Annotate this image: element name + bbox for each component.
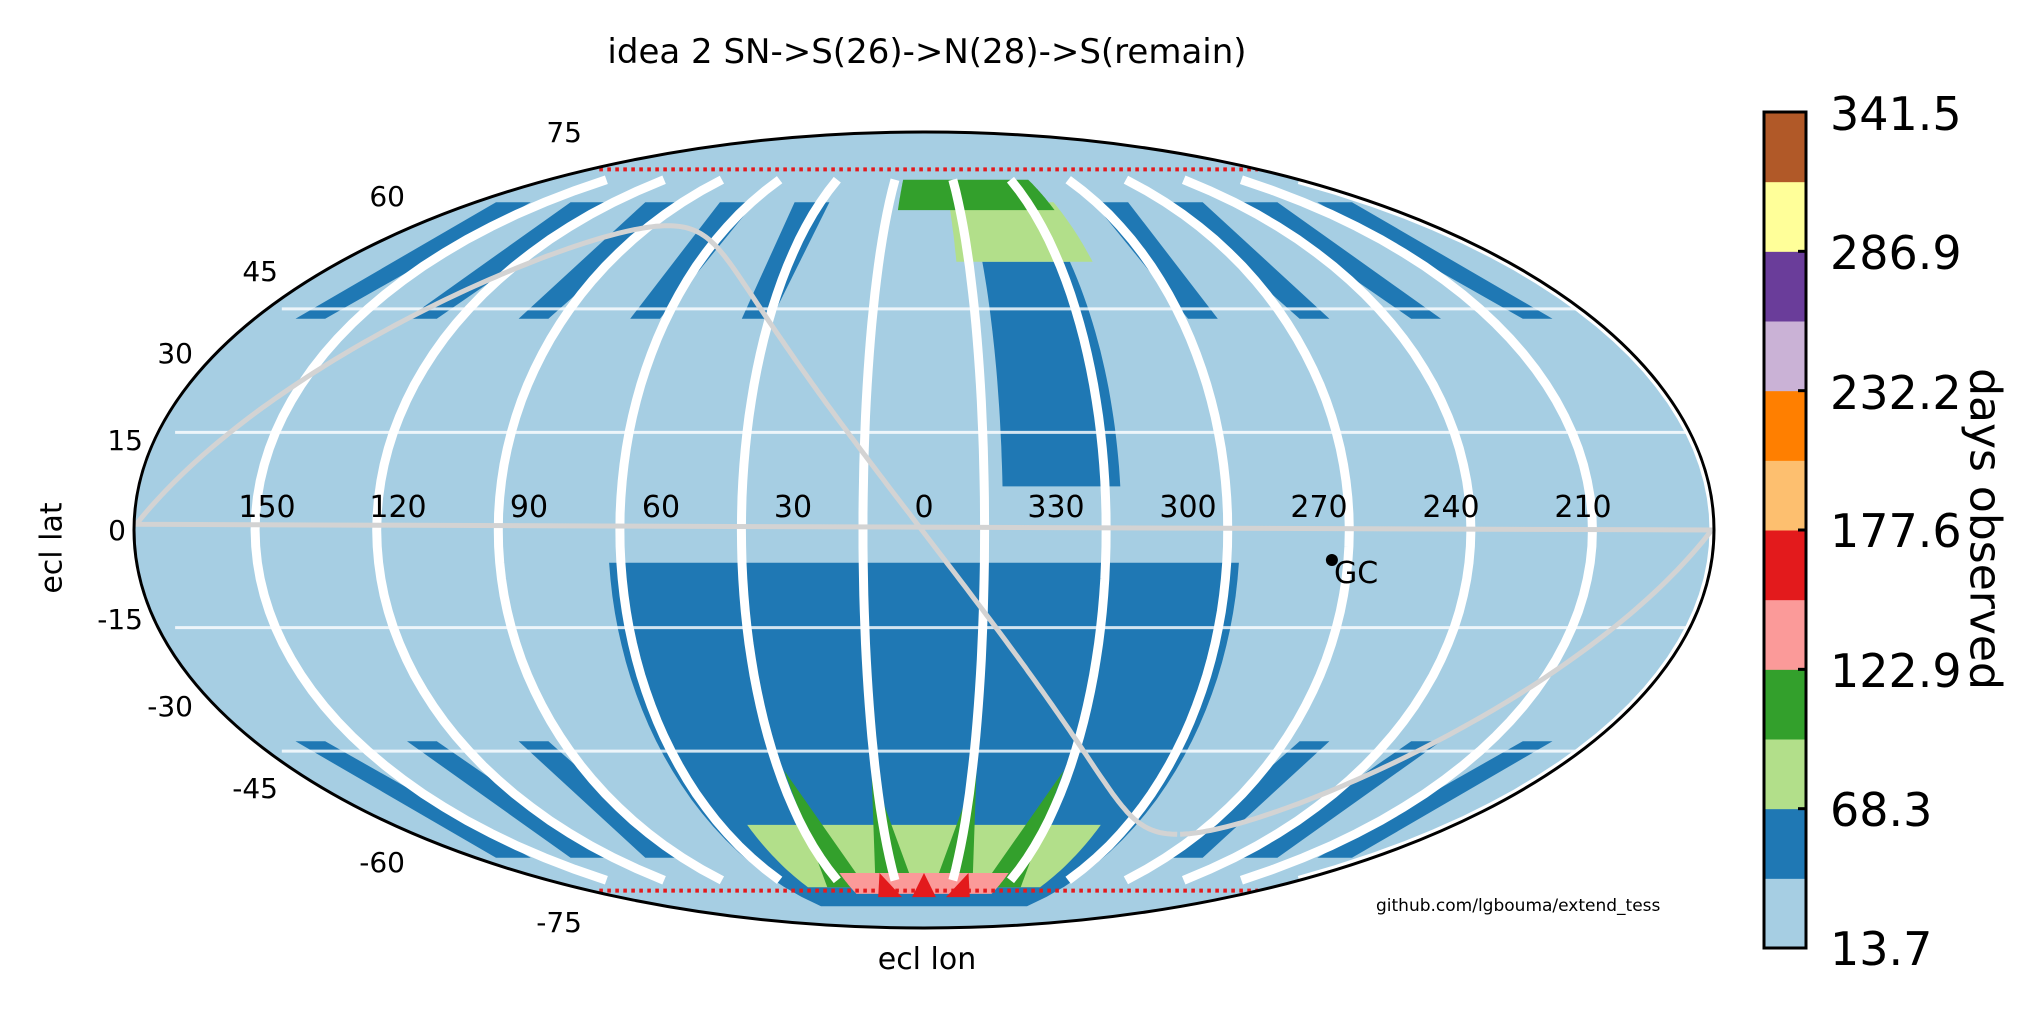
sector-gap bbox=[858, 178, 900, 882]
colorbar-bin bbox=[1764, 599, 1806, 670]
lon-tick-label: 240 bbox=[1422, 490, 1480, 525]
lon-tick-label: 0 bbox=[914, 490, 934, 525]
lat-tick-label: -30 bbox=[147, 690, 193, 723]
sector-gap bbox=[372, 175, 666, 885]
sector-gap bbox=[736, 176, 841, 884]
southern-overlap-fan bbox=[933, 770, 977, 888]
lon-tick-label: 300 bbox=[1159, 490, 1217, 525]
lat-tick-label: 60 bbox=[369, 180, 405, 213]
sector-gap bbox=[948, 178, 990, 882]
credit-text: github.com/lgbouma/extend_tess bbox=[1376, 896, 1661, 916]
colorbar-tick-label: 122.9 bbox=[1830, 644, 1962, 698]
colorbar-tick-label: 232.2 bbox=[1830, 366, 1962, 420]
colorbar-bin bbox=[1764, 321, 1806, 392]
lon-tick-label: 150 bbox=[238, 490, 296, 525]
galactic-plane bbox=[134, 223, 1714, 837]
lon-tick-label: 120 bbox=[369, 490, 427, 525]
colorbar-bin bbox=[1764, 112, 1806, 183]
colorbar-bin bbox=[1764, 808, 1806, 879]
lat-tick-label: -15 bbox=[97, 603, 143, 636]
lon-tick-label: 330 bbox=[1027, 490, 1085, 525]
southern-overlap-fan bbox=[871, 770, 915, 888]
lat-tick-label: 30 bbox=[157, 337, 193, 370]
lat-tick-label: 75 bbox=[546, 116, 582, 149]
southern-deep-region bbox=[609, 562, 1239, 907]
map-outline bbox=[132, 130, 1716, 930]
sector-gap bbox=[250, 175, 608, 885]
colorbar-tick-label: 177.6 bbox=[1830, 504, 1962, 558]
lat-tick-label: 45 bbox=[242, 255, 278, 288]
south-wedge bbox=[1317, 741, 1553, 858]
colorbar-bin bbox=[1764, 530, 1806, 601]
north-wedge bbox=[295, 202, 531, 319]
chart-title: idea 2 SN->S(26)->N(28)->S(remain) bbox=[607, 32, 1247, 72]
southern-overlap-fan bbox=[784, 770, 866, 888]
lat-tick-label: -45 bbox=[232, 772, 278, 805]
sector-gap bbox=[615, 176, 783, 884]
north-wedge bbox=[1317, 202, 1553, 319]
lon-tick-label: 90 bbox=[509, 490, 549, 525]
south-wedge bbox=[295, 741, 531, 858]
colorbar-tick-label: 68.3 bbox=[1830, 783, 1933, 837]
colorbar bbox=[1762, 110, 1808, 950]
lon-tick-label: 270 bbox=[1290, 490, 1348, 525]
lon-tick-label: 210 bbox=[1554, 490, 1612, 525]
lon-tick-label: 60 bbox=[641, 490, 681, 525]
galactic-center-marker bbox=[1325, 554, 1338, 566]
colorbar-tick-label: 13.7 bbox=[1830, 922, 1933, 976]
colorbar-bin bbox=[1764, 251, 1806, 322]
colorbar-bin bbox=[1764, 669, 1806, 740]
colorbar-bin bbox=[1764, 390, 1806, 461]
colorbar-bin bbox=[1764, 460, 1806, 531]
colorbar-bin bbox=[1764, 878, 1806, 949]
gc-annotation: GC bbox=[1334, 556, 1379, 591]
southern-overlap-fan bbox=[982, 770, 1064, 888]
colorbar-bin bbox=[1764, 181, 1806, 252]
lat-tick-label: -75 bbox=[536, 906, 582, 939]
northern-strip-region bbox=[982, 261, 1121, 487]
lon-tick-label: 30 bbox=[773, 490, 813, 525]
lat-tick-label: -60 bbox=[359, 846, 405, 879]
lat-tick-label: 15 bbox=[107, 424, 143, 457]
y-axis-label: ecl lat bbox=[34, 502, 70, 594]
lat-tick-label: 0 bbox=[108, 514, 126, 547]
sector-gap bbox=[493, 175, 725, 885]
colorbar-tick-label: 341.5 bbox=[1830, 87, 1962, 141]
colorbar-bin bbox=[1764, 739, 1806, 810]
x-axis-label: ecl lon bbox=[877, 942, 977, 977]
colorbar-tick-label: 286.9 bbox=[1830, 226, 1962, 280]
colorbar-label: days observed bbox=[1959, 368, 2011, 690]
